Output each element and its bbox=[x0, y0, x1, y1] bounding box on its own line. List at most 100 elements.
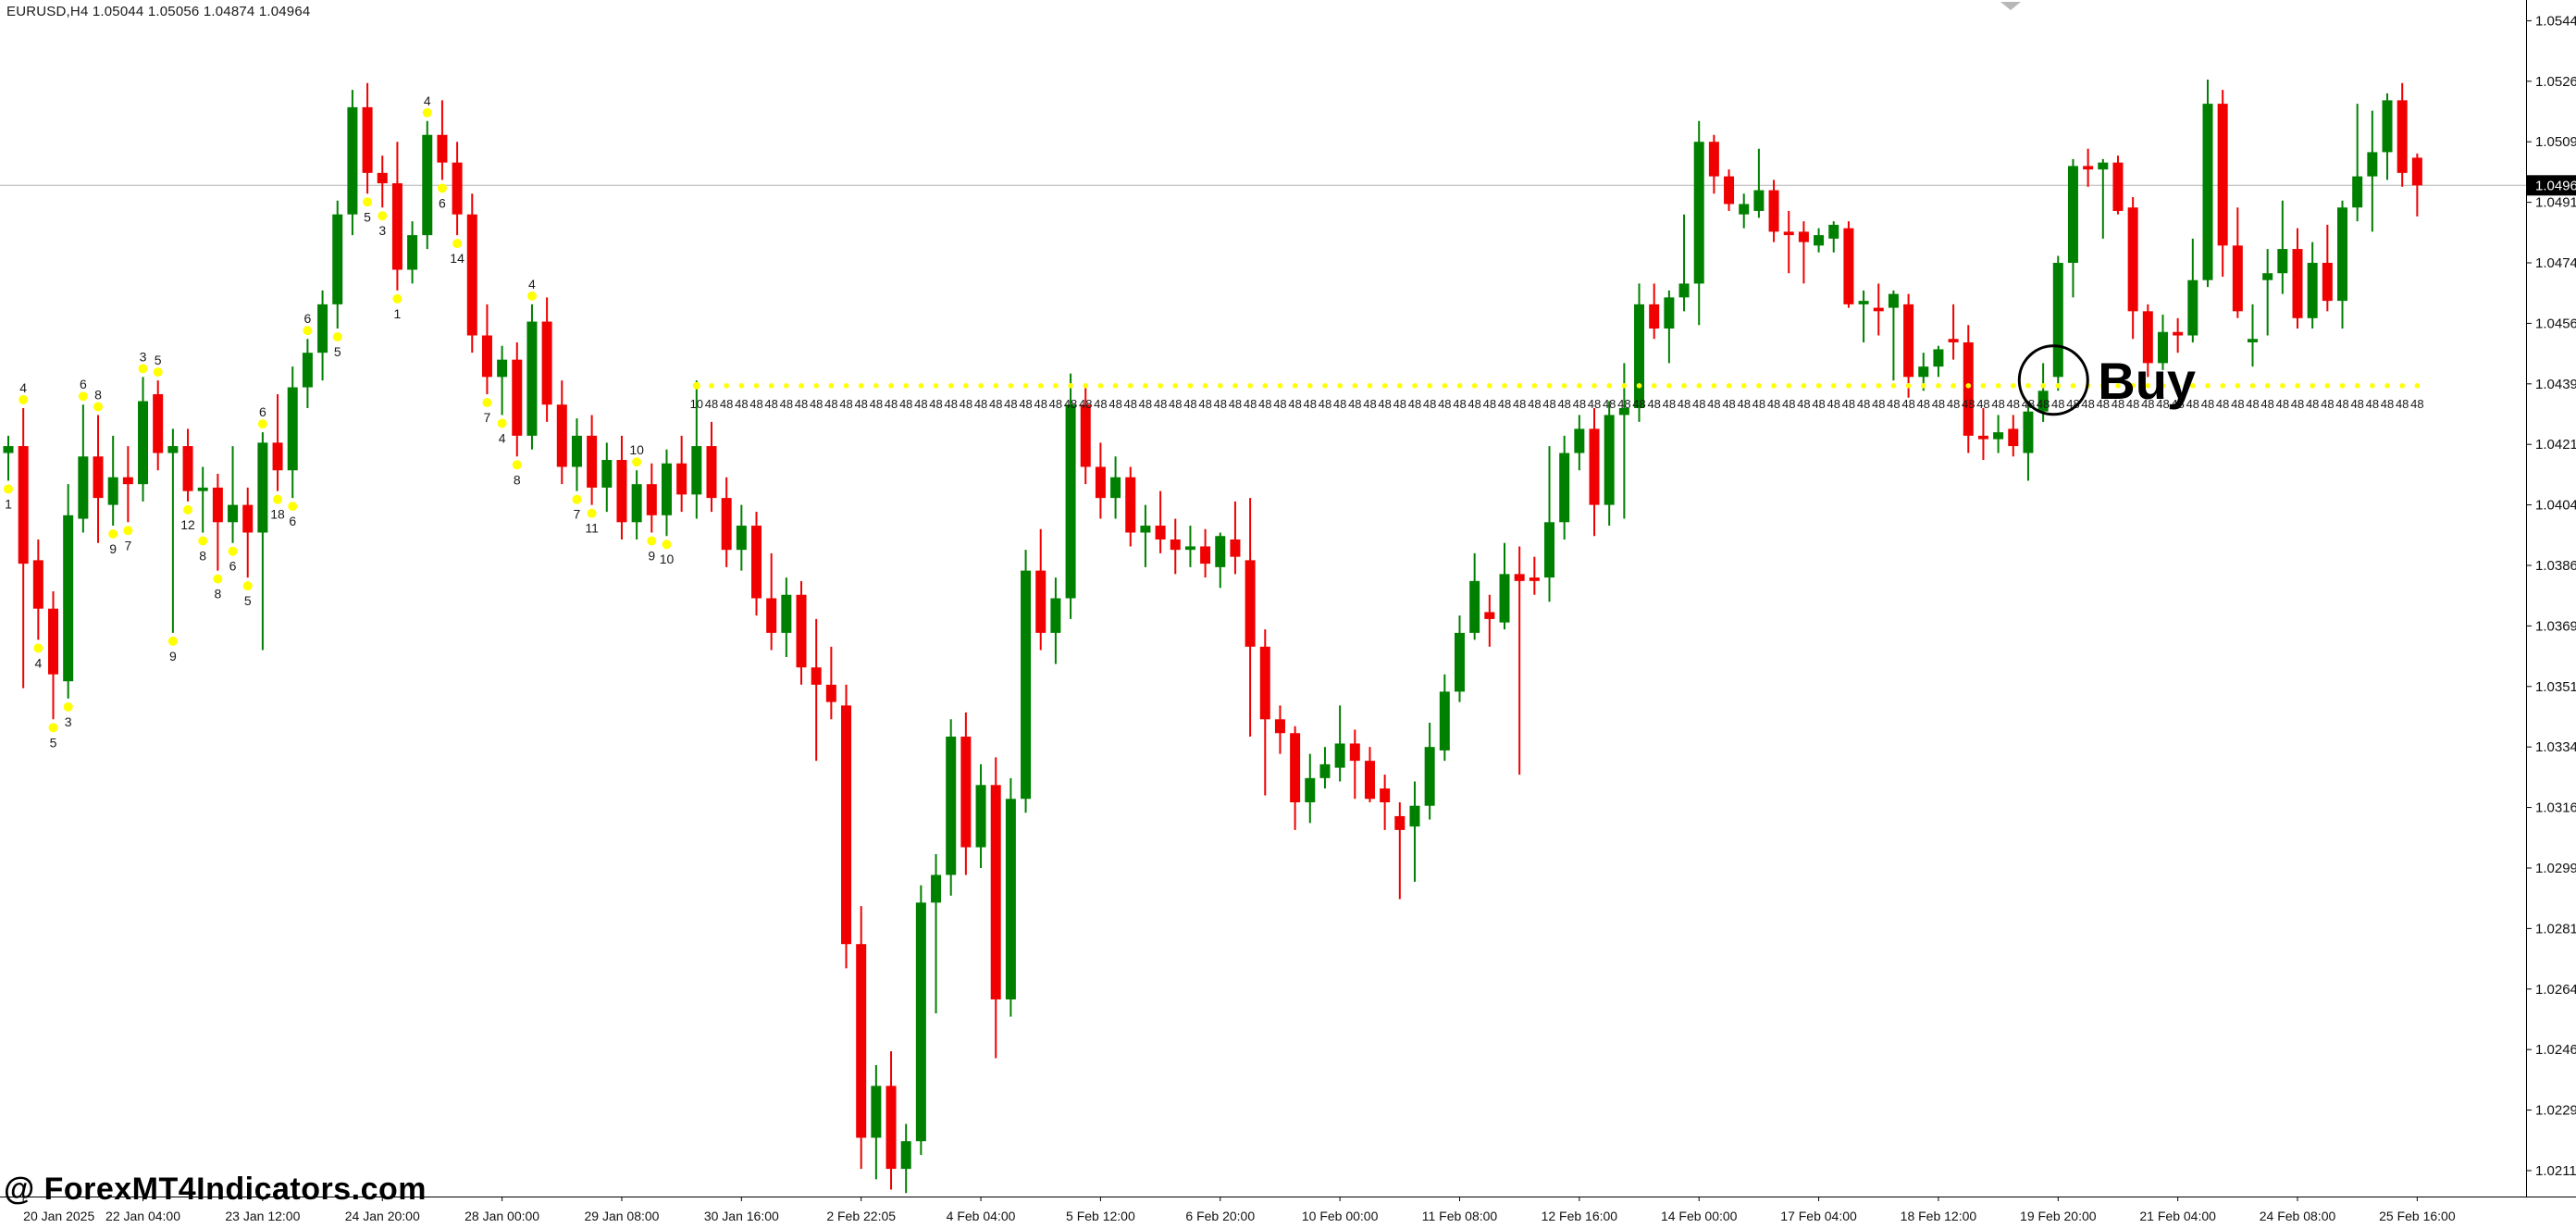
candle bbox=[2142, 304, 2153, 378]
candle-body bbox=[317, 304, 328, 354]
candle bbox=[1739, 193, 1750, 229]
candles bbox=[3, 79, 2422, 1194]
signal-dot bbox=[2324, 383, 2331, 389]
signal-bar-label: 48 bbox=[735, 397, 748, 411]
signal-bar-label: 48 bbox=[1034, 397, 1046, 411]
signal-bar-label: 48 bbox=[1737, 397, 1750, 411]
marker-number: 6 bbox=[259, 404, 266, 419]
buy-annotation[interactable]: Buy bbox=[2098, 352, 2196, 410]
candle bbox=[915, 885, 926, 1156]
candle bbox=[2067, 158, 2078, 298]
signal-dot bbox=[1815, 383, 1822, 389]
signal-dot bbox=[1636, 383, 1642, 389]
candle bbox=[1005, 777, 1016, 1017]
signal-dot bbox=[753, 383, 760, 389]
marker-dot bbox=[108, 529, 118, 540]
candle-body bbox=[287, 387, 298, 471]
candle bbox=[1977, 407, 1988, 461]
signal-dot bbox=[2205, 383, 2211, 389]
candle bbox=[1155, 490, 1166, 553]
candle bbox=[796, 580, 807, 685]
marker-number: 4 bbox=[528, 277, 536, 291]
marker-number: 14 bbox=[450, 251, 464, 266]
signal-bar-label: 48 bbox=[2186, 397, 2199, 411]
signal-bar-label: 48 bbox=[2366, 397, 2379, 411]
candle-body bbox=[1305, 777, 1316, 802]
candle bbox=[946, 719, 957, 896]
candle bbox=[1380, 775, 1391, 830]
signal-bar-label: 10 bbox=[690, 397, 703, 411]
signal-dot bbox=[1427, 383, 1432, 389]
signal-dot bbox=[1591, 383, 1597, 389]
signal-dot bbox=[2100, 383, 2106, 389]
signal-bar-label: 48 bbox=[1617, 397, 1630, 411]
candle bbox=[811, 618, 822, 762]
candle bbox=[287, 366, 298, 499]
marker-dot bbox=[138, 364, 148, 374]
signal-dot bbox=[1726, 383, 1732, 389]
candle bbox=[78, 404, 89, 533]
candle bbox=[931, 854, 942, 1013]
signal-dot bbox=[738, 383, 745, 389]
candle bbox=[228, 446, 239, 543]
candle-body bbox=[2173, 331, 2184, 336]
candle-body bbox=[541, 321, 552, 405]
candle-body bbox=[2083, 166, 2094, 170]
signal-dot bbox=[1158, 383, 1163, 389]
marker-number: 7 bbox=[124, 538, 131, 552]
candle-body bbox=[931, 874, 942, 903]
signal-bar-label: 48 bbox=[2246, 397, 2259, 411]
candle-body bbox=[1977, 435, 1988, 440]
chart-shift-icon[interactable] bbox=[2000, 2, 2021, 10]
signal-bar-label: 48 bbox=[960, 397, 972, 411]
candle bbox=[32, 539, 43, 640]
signal-bar-label: 48 bbox=[1288, 397, 1301, 411]
signal-bar-label: 48 bbox=[1782, 397, 1795, 411]
signal-dot bbox=[2040, 383, 2046, 389]
signal-bar-label: 48 bbox=[1857, 397, 1870, 411]
candle-body bbox=[2307, 263, 2318, 318]
signal-dot bbox=[1786, 383, 1792, 389]
candle-body bbox=[1544, 522, 1555, 578]
candle-body bbox=[2142, 311, 2153, 364]
signal-dot bbox=[963, 383, 969, 389]
candle-body bbox=[1634, 304, 1645, 408]
candle bbox=[1454, 615, 1465, 702]
candle-body bbox=[825, 684, 836, 702]
marker-dot bbox=[632, 457, 642, 467]
marker-number: 6 bbox=[229, 559, 237, 574]
signal-bar-label: 48 bbox=[2291, 397, 2304, 411]
candle-body bbox=[1319, 763, 1331, 778]
candle bbox=[1858, 290, 1869, 342]
signal-dot bbox=[2235, 383, 2241, 389]
marker-dot bbox=[303, 326, 313, 336]
marker-dot bbox=[228, 546, 238, 556]
candle-body bbox=[167, 446, 179, 453]
candle bbox=[975, 763, 986, 868]
buy-circle[interactable] bbox=[2017, 344, 2089, 416]
signal-dot bbox=[1068, 383, 1073, 389]
price-axis[interactable]: 1.05440 1.05265 1.05090 1.04915 1.04740 1.045… bbox=[2526, 13, 2576, 1179]
price-tick-label: 1.02990 bbox=[2535, 861, 2576, 876]
candle-body bbox=[362, 106, 373, 173]
candle bbox=[93, 415, 104, 543]
signal-dot bbox=[1277, 383, 1283, 389]
signal-dot bbox=[1352, 383, 1358, 389]
candle bbox=[2352, 104, 2363, 222]
time-axis[interactable]: 20 Jan 2025 22 Jan 04:00 23 Jan 12:00 24 Ja… bbox=[22, 1197, 2456, 1223]
candle bbox=[706, 421, 717, 513]
candle bbox=[1873, 283, 1884, 336]
signal-dot bbox=[1936, 383, 1941, 389]
signal-dot bbox=[1681, 383, 1687, 389]
candle bbox=[1634, 283, 1645, 422]
candle-body bbox=[1005, 799, 1016, 999]
signal-dot bbox=[1980, 383, 1987, 389]
price-tick-label: 1.03340 bbox=[2535, 739, 2576, 755]
signal-bar-label: 48 bbox=[2037, 397, 2050, 411]
signal-dot bbox=[1083, 383, 1089, 389]
candle bbox=[721, 477, 732, 567]
signal-bar-label: 48 bbox=[1962, 397, 1975, 411]
candle bbox=[616, 435, 627, 540]
signal-dot bbox=[2354, 383, 2360, 389]
